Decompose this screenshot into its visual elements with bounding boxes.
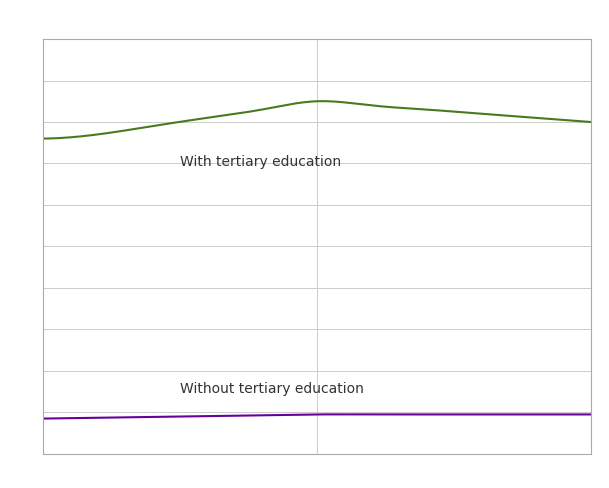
- Text: With tertiary education: With tertiary education: [180, 155, 341, 169]
- Text: Without tertiary education: Without tertiary education: [180, 382, 364, 396]
